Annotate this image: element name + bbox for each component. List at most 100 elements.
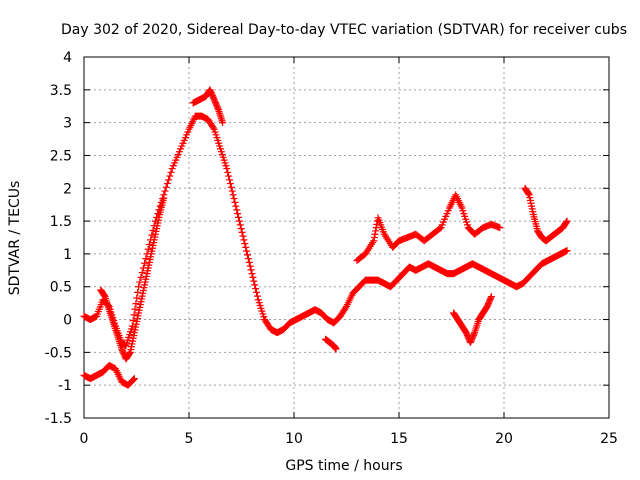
chart-title: Day 302 of 2020, Sidereal Day-to-day VTE… [61,22,627,38]
data-point-interp [166,172,174,180]
data-point-interp [252,285,260,293]
data-point [219,119,227,127]
y-tick-label: 1 [63,247,72,263]
y-tick-label: 3 [63,116,72,132]
data-point-interp [129,316,137,324]
data-point [135,283,143,291]
data-point-interp [131,305,139,313]
series-lower-early-branch [80,361,138,389]
data-point-interp [167,168,175,176]
series-late-arc [521,184,571,245]
data-point-interp [133,294,141,302]
data-point-interp [243,247,251,255]
data-point [242,243,250,251]
y-tick-label: -1 [58,378,72,394]
data-point-interp [250,277,258,285]
data-point-interp [249,273,257,281]
x-tick-label: 10 [285,431,303,447]
data-point [130,375,138,383]
data-point-interp [163,180,171,188]
data-point-interp [237,225,245,233]
y-tick-label: 2 [63,181,72,197]
data-point [563,217,571,225]
y-tick-label: 0.5 [50,280,72,296]
data-point [487,293,495,301]
data-point [160,194,168,202]
x-tick-label: 25 [600,431,618,447]
data-point [248,270,256,278]
data-point-interp [145,241,153,249]
x-tick-label: 5 [185,431,194,447]
data-point-interp [239,232,247,240]
data-point-interp [137,273,145,281]
data-point-interp [209,124,217,132]
data-point-interp [149,226,157,234]
series-peak-upper-scatter [189,86,227,127]
grid-lines [84,57,609,418]
data-point-interp [132,300,140,308]
data-point-interp [142,255,150,263]
data-point-interp [141,259,149,267]
x-tick-label: 20 [495,431,513,447]
data-point-interp [234,210,242,218]
y-tick-label: 3.5 [50,83,72,99]
data-point [235,217,243,225]
data-point-interp [138,269,146,277]
data-point-interp [130,376,137,384]
data-point-interp [253,288,260,296]
y-axis-ticks: -1.5 -1 -0.5 0 0.5 1 1.5 2 2.5 3 3.5 4 [45,50,609,427]
data-point-interp [244,255,252,263]
data-point [128,322,136,330]
data-point-interp [225,172,233,180]
data-point-interp [241,240,249,248]
data-point-interp [144,245,152,253]
data-point-interp [232,202,240,210]
y-tick-label: 0 [63,313,72,329]
plot-frame [83,56,610,419]
series-early-high-branch [97,194,168,363]
y-axis-label: SDTVAR / TECUs [7,181,23,296]
data-point-interp [244,251,251,259]
data-point-interp [224,168,232,176]
data-point [563,247,571,255]
data-point-interp [238,228,246,236]
data-point-interp [228,187,236,195]
data-point-interp [246,262,254,270]
series-low-midday-points [322,335,340,353]
data-point-interp [525,190,533,198]
y-tick-label: -0.5 [45,345,72,361]
data-point-interp [245,258,253,266]
data-point-interp [231,198,239,206]
data-point [229,191,237,199]
data-point-interp [251,281,259,289]
data-point [496,224,504,232]
data-point-interp [235,213,242,221]
data-point-interp [162,183,170,191]
data-point [332,345,340,353]
data-point-interp [226,176,233,184]
data-point-interp [134,288,142,296]
data-point-interp [130,311,138,319]
y-tick-label: 4 [63,50,72,66]
data-point-interp [226,180,234,188]
x-axis-ticks: 0 5 10 15 20 25 [80,57,618,447]
data-point-interp [233,206,241,214]
data-point-interp [165,176,173,184]
data-point-interp [230,195,238,203]
data-point-interp [436,225,444,233]
data-point-interp [227,183,235,191]
x-tick-label: 15 [390,431,408,447]
series-dip-branch [450,293,495,347]
data-point-interp [240,236,248,244]
x-axis-label: GPS time / hours [285,458,402,474]
data-point-interp [236,221,244,229]
series-main-track [80,112,571,350]
y-tick-label: 2.5 [50,148,72,164]
data-points [80,86,571,389]
data-point-interp [247,266,255,274]
x-tick-label: 0 [80,431,89,447]
series-upper-afternoon-branch [353,191,504,264]
data-point-interp [161,187,169,195]
y-tick-label: -1.5 [45,411,72,427]
